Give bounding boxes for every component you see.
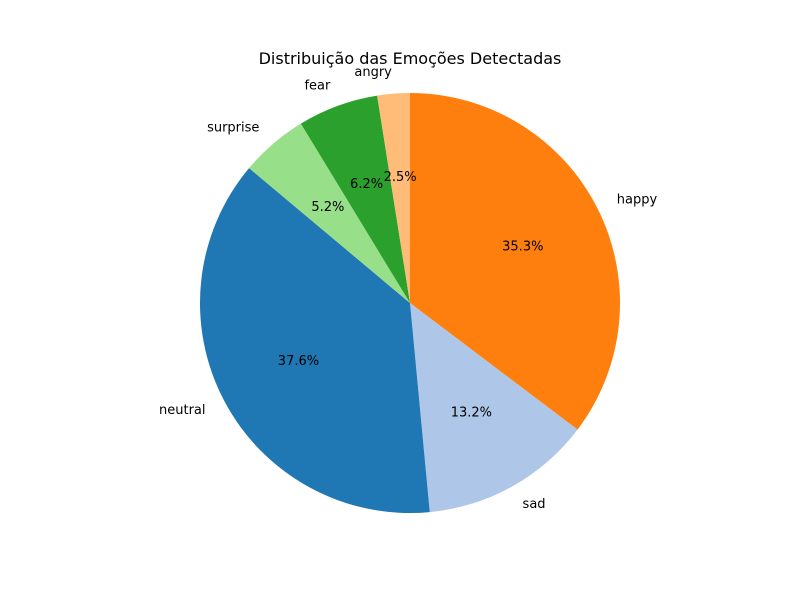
pie-slice-angry xyxy=(377,93,410,303)
percent-label-neutral: 37.6% xyxy=(278,354,319,369)
percent-label-happy: 35.3% xyxy=(502,239,543,254)
pie-slices xyxy=(200,93,621,514)
slice-label-sad: sad xyxy=(523,497,546,512)
pie-slice-sad xyxy=(410,303,578,513)
percent-label-sad: 13.2% xyxy=(451,406,492,421)
percent-label-angry: 2.5% xyxy=(384,170,417,185)
slice-label-angry: angry xyxy=(354,65,392,80)
pie-slice-fear xyxy=(300,95,410,303)
pie-slice-happy xyxy=(410,93,621,430)
slice-label-happy: happy xyxy=(617,193,658,208)
slice-labels: happy sad neutral surprise fear angry xyxy=(159,65,657,512)
chart-title: Distribuição das Emoções Detectadas xyxy=(259,49,562,68)
pie-slice-neutral xyxy=(200,168,430,514)
slice-label-surprise: surprise xyxy=(207,120,259,135)
slice-label-neutral: neutral xyxy=(159,403,206,418)
pie-slice-surprise xyxy=(249,123,410,303)
percent-label-surprise: 5.2% xyxy=(311,200,344,215)
percent-label-fear: 6.2% xyxy=(350,177,383,192)
slice-label-fear: fear xyxy=(304,79,331,94)
percent-labels: 35.3% 13.2% 37.6% 5.2% 6.2% 2.5% xyxy=(278,170,544,421)
